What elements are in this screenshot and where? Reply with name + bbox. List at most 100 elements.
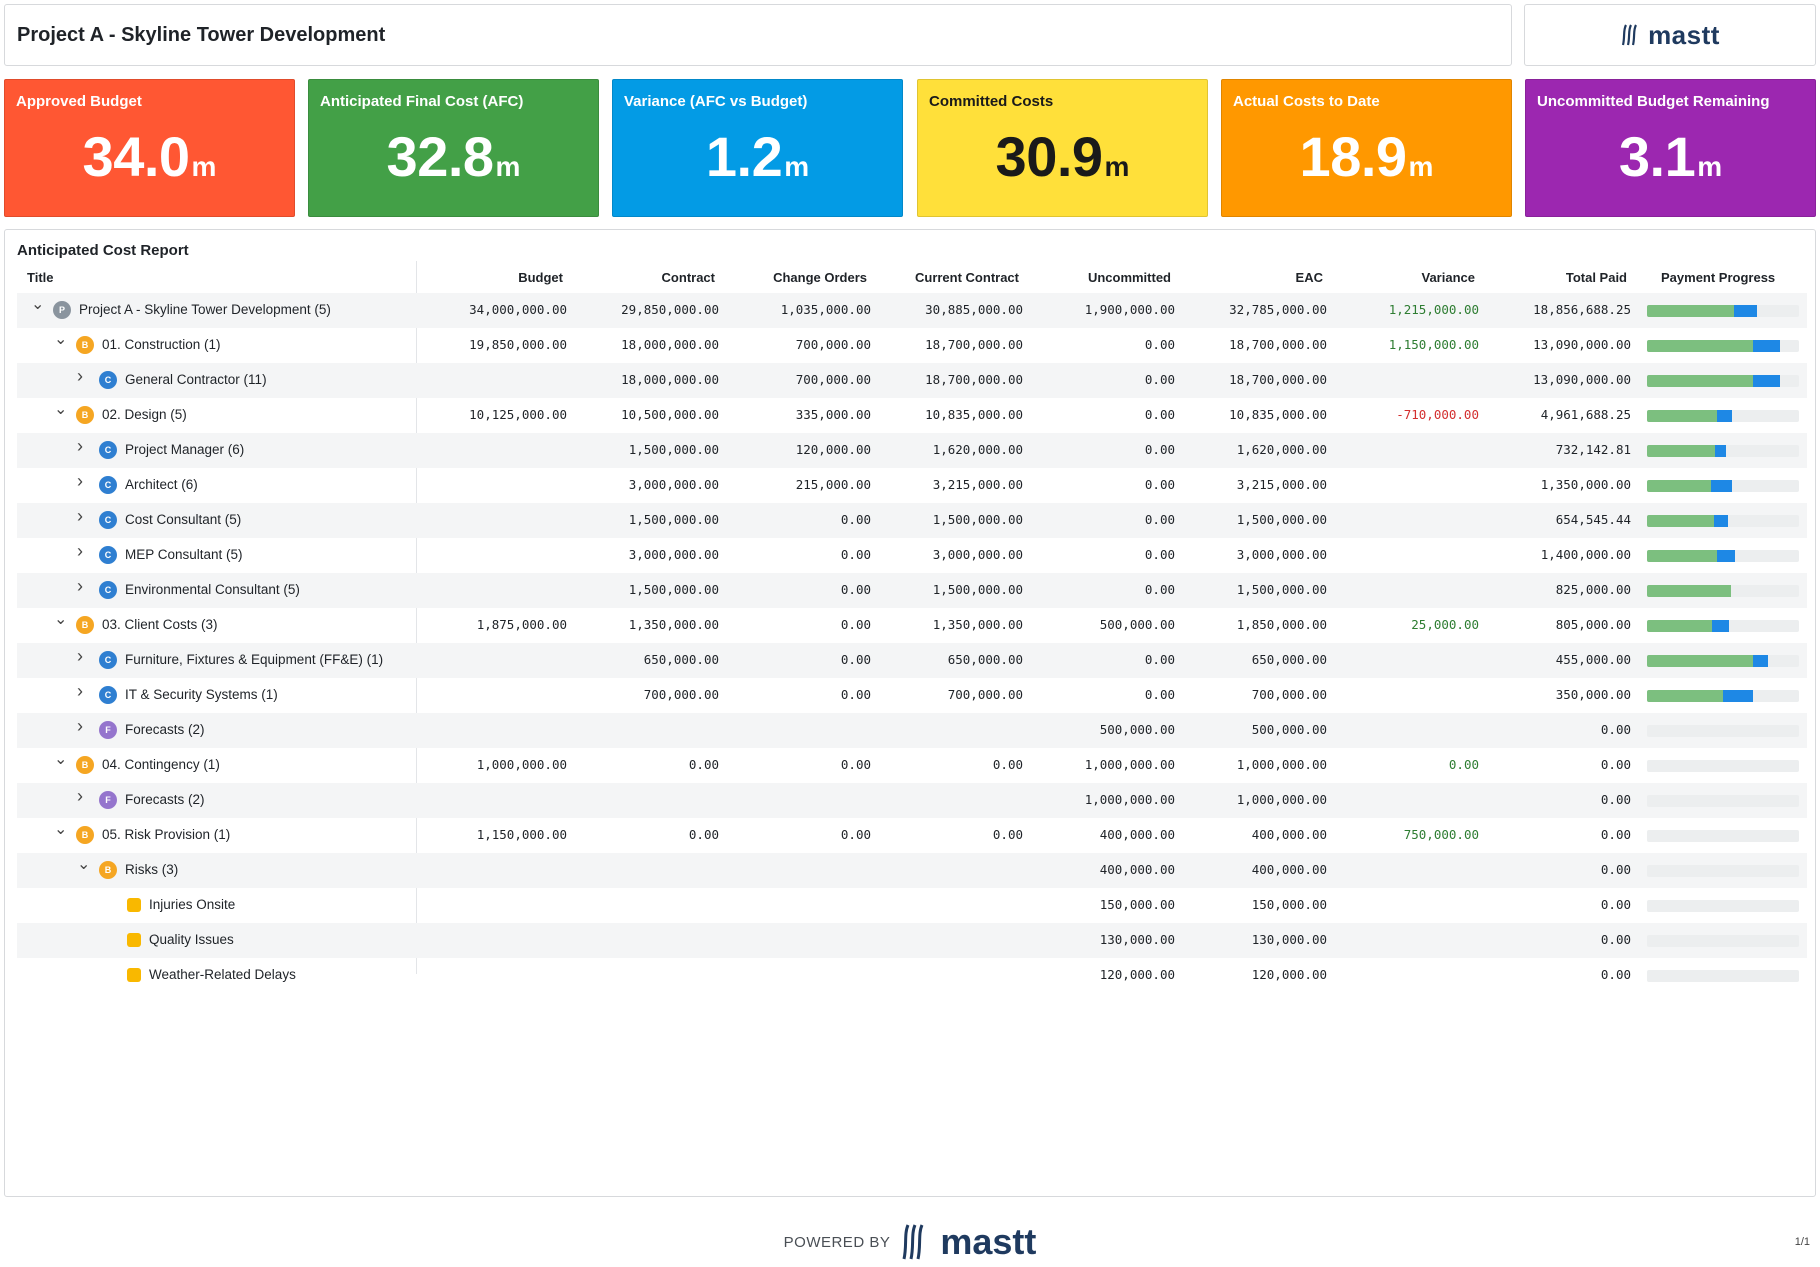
mastt-mark-icon [902, 1224, 924, 1260]
column-header-payment-progress[interactable]: Payment Progress [1661, 270, 1776, 285]
cell-total-paid: 0.00 [1600, 932, 1631, 947]
row-title: Environmental Consultant (5) [125, 582, 300, 597]
chevron-down-icon[interactable]: ⌄ [54, 611, 68, 628]
cell-change-orders: 0.00 [840, 757, 871, 772]
table-row[interactable]: Weather-Related Delays 120,000.00 120,000.… [17, 958, 1807, 993]
table-row[interactable]: Quality Issues 130,000.00 130,000.00 0.00 [17, 923, 1807, 958]
table-row[interactable]: › C Furniture, Fixtures & Equipment (FF&E)… [17, 643, 1807, 678]
kpi-value: 18.9m [1222, 124, 1511, 189]
table-row[interactable]: › C Environmental Consultant (5) 1,500,000.… [17, 573, 1807, 608]
risk-item-icon [127, 898, 141, 912]
table-row[interactable]: › C MEP Consultant (5) 3,000,000.00 0.00 3,00… [17, 538, 1807, 573]
level-badge-icon: B [76, 616, 94, 634]
chevron-right-icon[interactable]: › [77, 436, 83, 456]
column-header-uncommitted[interactable]: Uncommitted [1087, 270, 1171, 285]
cell-total-paid: 805,000.00 [1555, 617, 1631, 632]
chevron-down-icon[interactable]: ⌄ [54, 331, 68, 348]
cell-variance: -710,000.00 [1396, 407, 1479, 422]
paid-progress-fill [1647, 550, 1717, 562]
column-header-variance[interactable]: Variance [1421, 270, 1476, 285]
chevron-right-icon[interactable]: › [77, 366, 83, 386]
risk-item-icon [127, 933, 141, 947]
cell-change-orders: 120,000.00 [795, 442, 871, 457]
table-row[interactable]: ⌄ B 02. Design (5) 10,125,000.00 10,500,000.… [17, 398, 1807, 433]
cell-current-contract: 0.00 [992, 827, 1023, 842]
cell-eac: 1,500,000.00 [1236, 582, 1327, 597]
chevron-right-icon[interactable]: › [77, 576, 83, 596]
table-row[interactable]: ⌄ B 05. Risk Provision (1) 1,150,000.00 0.00… [17, 818, 1807, 853]
chevron-down-icon[interactable]: ⌄ [54, 401, 68, 418]
cell-eac: 150,000.00 [1251, 897, 1327, 912]
level-badge-icon: C [99, 476, 117, 494]
cell-uncommitted: 130,000.00 [1099, 932, 1175, 947]
table-row[interactable]: ⌄ B 03. Client Costs (3) 1,875,000.00 1,350,… [17, 608, 1807, 643]
chevron-down-icon[interactable]: ⌄ [77, 856, 91, 873]
column-divider [416, 261, 417, 974]
table-row[interactable]: ⌄ P Project A - Skyline Tower Development … [17, 293, 1807, 328]
column-header-budget[interactable]: Budget [518, 270, 563, 285]
cell-variance: 1,150,000.00 [1388, 337, 1479, 352]
cell-eac: 1,000,000.00 [1236, 792, 1327, 807]
table-row[interactable]: ⌄ B 04. Contingency (1) 1,000,000.00 0.00 0.0… [17, 748, 1807, 783]
cell-contract: 650,000.00 [643, 652, 719, 667]
cell-current-contract: 3,215,000.00 [932, 477, 1023, 492]
chevron-right-icon[interactable]: › [77, 681, 83, 701]
payment-progress-bar [1647, 690, 1799, 702]
chevron-down-icon[interactable]: ⌄ [54, 751, 68, 768]
table-row[interactable]: ⌄ B 01. Construction (1) 19,850,000.00 18,00… [17, 328, 1807, 363]
chevron-down-icon[interactable]: ⌄ [54, 821, 68, 838]
cell-total-paid: 0.00 [1600, 862, 1631, 877]
column-header-title[interactable]: Title [27, 270, 54, 285]
kpi-card: Uncommitted Budget Remaining 3.1m [1525, 79, 1816, 217]
cell-eac: 700,000.00 [1251, 687, 1327, 702]
kpi-unit: m [1408, 151, 1434, 182]
column-header-total-paid[interactable]: Total Paid [1565, 270, 1627, 285]
chevron-down-icon[interactable]: ⌄ [31, 296, 45, 313]
column-header-current-contract[interactable]: Current Contract [914, 270, 1019, 285]
cell-eac: 3,215,000.00 [1236, 477, 1327, 492]
table-row[interactable]: › C Project Manager (6) 1,500,000.00 120,000… [17, 433, 1807, 468]
cell-current-contract: 1,500,000.00 [932, 512, 1023, 527]
chevron-right-icon[interactable]: › [77, 786, 83, 806]
table-row[interactable]: › C Architect (6) 3,000,000.00 215,000.00 3,2… [17, 468, 1807, 503]
chevron-right-icon[interactable]: › [77, 716, 83, 736]
project-header: Project A - Skyline Tower Development [4, 4, 1512, 66]
cell-uncommitted: 0.00 [1144, 687, 1175, 702]
cell-total-paid: 1,350,000.00 [1540, 477, 1631, 492]
column-header-eac[interactable]: EAC [1295, 270, 1323, 285]
level-badge-icon: F [99, 721, 117, 739]
paid-progress-fill [1647, 515, 1714, 527]
row-title: 02. Design (5) [102, 407, 187, 422]
cell-change-orders: 0.00 [840, 512, 871, 527]
anticipated-cost-report: Anticipated Cost Report Title Budget Con… [4, 229, 1816, 1197]
chevron-right-icon[interactable]: › [77, 506, 83, 526]
row-title: Project Manager (6) [125, 442, 245, 457]
cell-current-contract: 1,620,000.00 [932, 442, 1023, 457]
cell-eac: 3,000,000.00 [1236, 547, 1327, 562]
cell-total-paid: 0.00 [1600, 757, 1631, 772]
cell-change-orders: 1,035,000.00 [780, 302, 871, 317]
paid-progress-fill [1647, 655, 1753, 667]
cell-budget: 1,875,000.00 [476, 617, 567, 632]
payment-progress-bar [1647, 725, 1799, 737]
table-row[interactable]: Injuries Onsite 150,000.00 150,000.00 0.00 [17, 888, 1807, 923]
column-header-contract[interactable]: Contract [661, 270, 715, 285]
chevron-right-icon[interactable]: › [77, 471, 83, 491]
cell-uncommitted: 0.00 [1144, 582, 1175, 597]
cell-change-orders: 335,000.00 [795, 407, 871, 422]
row-title: Forecasts (2) [125, 792, 205, 807]
table-row[interactable]: ⌄ B Risks (3) 400,000.00 400,000.00 0.00 [17, 853, 1807, 888]
column-header-change-orders[interactable]: Change Orders [773, 270, 867, 285]
kpi-card: Actual Costs to Date 18.9m [1221, 79, 1512, 217]
level-badge-icon: C [99, 511, 117, 529]
chevron-right-icon[interactable]: › [77, 646, 83, 666]
chevron-right-icon[interactable]: › [77, 541, 83, 561]
cell-contract: 3,000,000.00 [628, 547, 719, 562]
table-row[interactable]: › C IT & Security Systems (1) 700,000.00 0.0… [17, 678, 1807, 713]
table-row[interactable]: › F Forecasts (2) 500,000.00 500,000.00 0.00 [17, 713, 1807, 748]
cell-contract: 1,500,000.00 [628, 442, 719, 457]
table-row[interactable]: › C General Contractor (11) 18,000,000.00 70… [17, 363, 1807, 398]
table-row[interactable]: › C Cost Consultant (5) 1,500,000.00 0.00 1,5… [17, 503, 1807, 538]
table-row[interactable]: › F Forecasts (2) 1,000,000.00 1,000,000.00 0… [17, 783, 1807, 818]
kpi-card: Anticipated Final Cost (AFC) 32.8m [308, 79, 599, 217]
